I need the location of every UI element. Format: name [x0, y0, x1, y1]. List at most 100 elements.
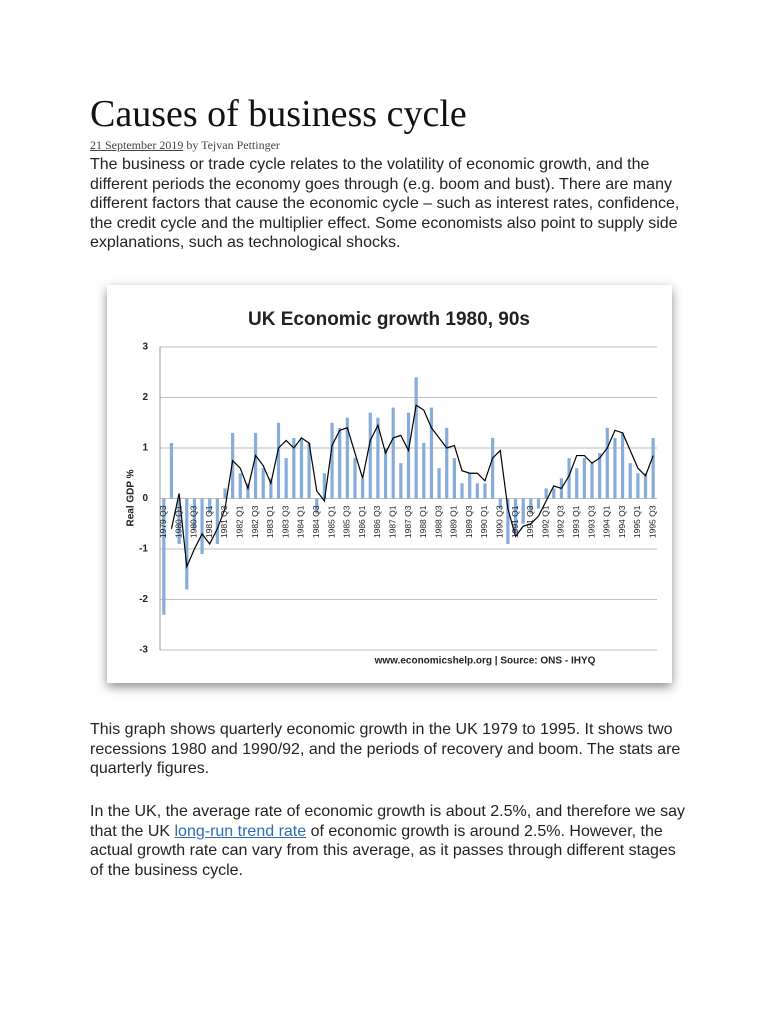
- title: Causes of business cycle: [90, 93, 467, 135]
- bar: [636, 473, 640, 499]
- x-tick-label: 1992 Q3: [556, 505, 566, 538]
- bar: [223, 488, 227, 499]
- bar: [598, 453, 602, 499]
- bar: [345, 417, 349, 499]
- x-tick-label: 1987 Q3: [403, 505, 413, 538]
- x-tick-label: 1988 Q1: [418, 505, 428, 538]
- bar: [651, 437, 655, 499]
- bar: [383, 448, 388, 499]
- y-axis-label: Real GDP %: [126, 469, 137, 526]
- meta: 21 September 2019 by Tejvan Pettinger: [90, 138, 280, 153]
- y-tick-label: -2: [139, 594, 148, 605]
- x-tick-label: 1990 Q3: [495, 505, 505, 538]
- y-tick-label: 1: [142, 443, 148, 454]
- bar: [628, 463, 632, 499]
- bar: [498, 498, 502, 509]
- bar: [437, 468, 441, 499]
- bar: [414, 377, 418, 499]
- y-tick-label: 3: [142, 342, 148, 353]
- x-tick-label: 1994 Q1: [602, 505, 612, 538]
- bar: [605, 427, 609, 499]
- x-tick-label: 1981 Q1: [204, 505, 214, 538]
- x-tick-label: 1986 Q1: [357, 505, 367, 538]
- chart-title: UK Economic growth 1980, 90s: [248, 309, 530, 330]
- x-tick-label: 1989 Q1: [449, 505, 459, 538]
- x-tick-label: 1980 Q1: [173, 505, 183, 538]
- bar: [422, 442, 426, 499]
- x-tick-label: 1995 Q1: [632, 505, 642, 538]
- bar: [299, 437, 304, 499]
- bar: [231, 432, 235, 499]
- x-tick-label: 1983 Q3: [280, 505, 290, 538]
- link[interactable]: long-run trend rate: [174, 822, 307, 840]
- x-tick-label: 1983 Q1: [265, 505, 275, 538]
- bar: [468, 473, 472, 499]
- bar: [475, 483, 479, 499]
- x-tick-label: 1991 Q1: [510, 505, 520, 538]
- bar: [452, 458, 456, 499]
- x-tick-label: 1986 Q3: [372, 505, 382, 538]
- bar: [338, 427, 342, 499]
- y-tick-label: 0: [142, 493, 148, 504]
- bar: [330, 422, 334, 499]
- paragraph: In the UK, the average rate of economic …: [90, 802, 690, 880]
- bar: [307, 442, 311, 499]
- bar: [544, 488, 548, 499]
- x-tick-label: 1982 Q1: [235, 505, 245, 538]
- x-tick-label: 1980 Q3: [189, 505, 199, 538]
- bar: [445, 427, 449, 499]
- y-tick-label: -1: [139, 544, 148, 555]
- bar: [276, 422, 281, 499]
- x-tick-label: 1990 Q1: [479, 505, 489, 538]
- bar: [169, 442, 174, 499]
- bar: [185, 498, 189, 590]
- x-tick-label: 1993 Q3: [586, 505, 596, 538]
- bar: [376, 417, 380, 499]
- bar: [192, 498, 197, 529]
- bar: [536, 498, 541, 509]
- bar: [582, 458, 586, 499]
- bar: [620, 432, 625, 499]
- bar: [208, 498, 212, 514]
- bar: [391, 407, 395, 499]
- bar: [238, 473, 242, 499]
- bar: [460, 483, 464, 499]
- x-tick-label: 1994 Q3: [617, 505, 627, 538]
- paragraph: The business or trade cycle relates to t…: [90, 156, 680, 252]
- bar: [215, 498, 219, 544]
- text: In the UK, the average rate of economic …: [90, 803, 686, 840]
- x-tick-label: 1992 Q1: [540, 505, 550, 538]
- bar: [177, 498, 181, 544]
- x-tick-label: 1981 Q3: [219, 505, 229, 538]
- x-tick-label: 1995 Q3: [647, 505, 657, 538]
- bar: [643, 473, 648, 499]
- bar: [399, 463, 403, 499]
- bar: [590, 463, 594, 499]
- author: by Tejvan Pettinger: [186, 138, 280, 152]
- paragraph: This graph shows quarterly economic grow…: [90, 721, 681, 778]
- bar: [406, 412, 411, 499]
- x-tick-label: 1984 Q1: [296, 505, 306, 538]
- bar: [261, 468, 265, 499]
- bar: [315, 498, 319, 514]
- bar: [521, 498, 525, 524]
- x-tick-label: 1979 Q3: [158, 505, 168, 538]
- bar: [575, 468, 579, 499]
- x-tick-label: 1985 Q3: [342, 505, 352, 538]
- y-tick-label: -3: [139, 645, 148, 656]
- bar: [552, 488, 556, 499]
- x-tick-label: 1988 Q3: [433, 505, 443, 538]
- x-tick-label: 1989 Q3: [464, 505, 474, 538]
- bar: [361, 478, 365, 499]
- bar: [368, 412, 372, 499]
- text: of economic growth is around 2.5%. Howev…: [90, 822, 676, 879]
- bar: [483, 483, 487, 499]
- x-tick-label: 1984 Q3: [311, 505, 321, 538]
- bar: [353, 458, 357, 499]
- chart: UK Economic growth 1980, 90s Real GDP % …: [107, 285, 672, 683]
- x-tick-label: 1987 Q1: [387, 505, 397, 538]
- date[interactable]: 21 September 2019: [90, 138, 184, 152]
- bar: [253, 432, 258, 499]
- trend-line: [170, 404, 654, 570]
